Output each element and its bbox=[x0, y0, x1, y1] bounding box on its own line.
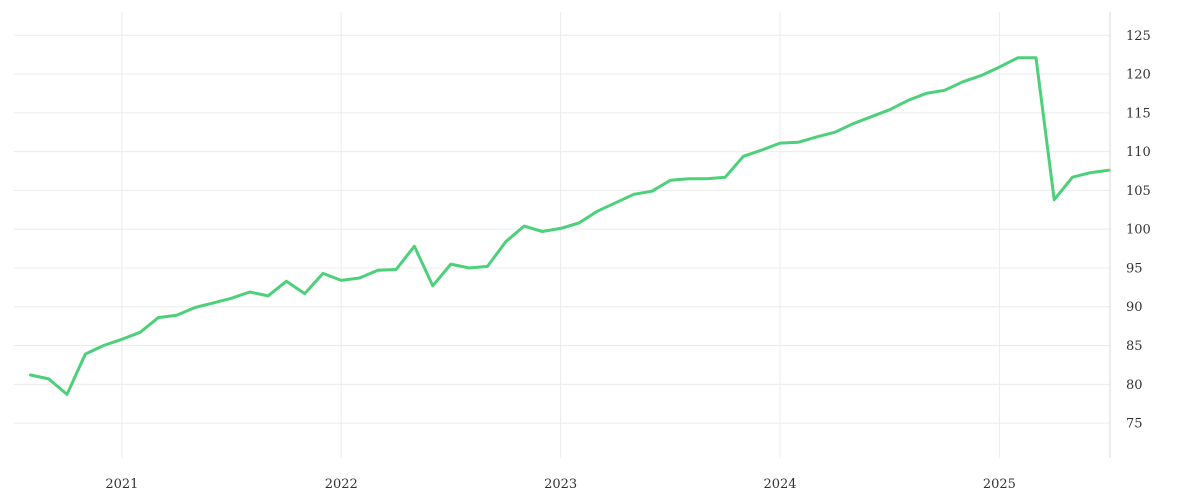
y-tick-label: 75 bbox=[1126, 417, 1143, 432]
series-layer bbox=[29, 56, 1111, 396]
y-tick-label: 95 bbox=[1126, 261, 1143, 276]
y-tick-label: 90 bbox=[1126, 300, 1143, 315]
series-line bbox=[29, 56, 1111, 396]
y-tick-label: 105 bbox=[1126, 184, 1151, 199]
x-tick-label: 2024 bbox=[763, 477, 796, 492]
x-tick-label: 2022 bbox=[325, 477, 358, 492]
y-tick-label: 110 bbox=[1126, 145, 1151, 160]
x-tick-label: 2021 bbox=[105, 477, 138, 492]
y-tick-label: 115 bbox=[1126, 106, 1151, 121]
x-tick-label: 2025 bbox=[983, 477, 1016, 492]
y-axis-ticks: 75 80 85 90 95 100 105 110 115 120 125 bbox=[1126, 29, 1151, 432]
grid bbox=[14, 12, 1110, 458]
y-tick-label: 80 bbox=[1126, 378, 1143, 393]
y-tick-label: 125 bbox=[1126, 29, 1151, 44]
x-tick-label: 2023 bbox=[544, 477, 577, 492]
y-tick-label: 100 bbox=[1126, 223, 1151, 238]
x-axis-ticks: 2021 2022 2023 2024 2025 bbox=[105, 477, 1016, 492]
y-tick-label: 120 bbox=[1126, 68, 1151, 83]
y-tick-label: 85 bbox=[1126, 339, 1143, 354]
